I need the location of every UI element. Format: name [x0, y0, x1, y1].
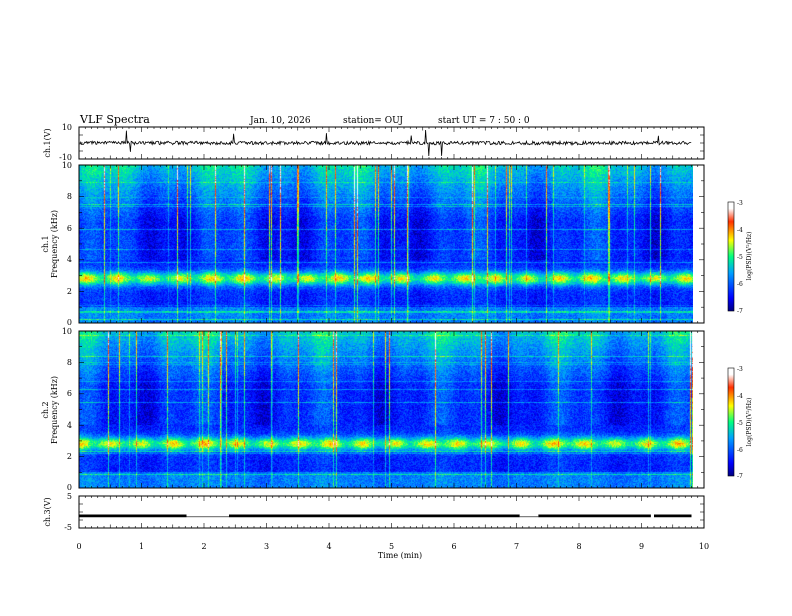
ch3-level-frame	[78, 495, 705, 529]
figure-title: VLF Spectra	[79, 113, 150, 126]
xtick-0: 0	[76, 542, 81, 551]
xtick-2: 2	[201, 542, 206, 551]
ch2-spectrogram-image	[79, 331, 693, 488]
x-axis-label: Time (min)	[378, 551, 422, 560]
ch1-cbar-tick-7: -7	[737, 308, 743, 315]
ch1-spec-ytick-10: 10	[62, 161, 72, 170]
ch3-level-segments	[79, 514, 692, 518]
ch1-waveform-ticks	[78, 126, 705, 160]
xtick-1: 1	[139, 542, 144, 551]
ch1-spectrogram-ticks	[78, 164, 705, 324]
ch2-spec-ytick-0: 0	[67, 483, 72, 492]
ch2-spec-ytick-8: 8	[67, 358, 72, 367]
ch1-spectrogram-image	[79, 165, 693, 323]
ch3-level-panel: 5 -5 ch.3(V) 0 1 2 3 4 5 6 7 8 9 10 Time…	[43, 492, 709, 560]
ch1-spec-ytick-4: 4	[67, 255, 72, 264]
ch2-spec-ytick-6: 6	[67, 389, 72, 398]
ch2-cbar-tick-4: -4	[737, 393, 743, 400]
ch2-spec-ylabel-channel: ch.2	[41, 401, 50, 418]
xtick-5: 5	[389, 542, 394, 551]
ch2-cbar-tick-7: -7	[737, 473, 743, 480]
ch3-level-ticks	[78, 495, 705, 529]
ch2-cbar-tick-6: -6	[737, 447, 743, 454]
ch1-ytick-top: 10	[62, 123, 72, 132]
ch1-spec-ytick-2: 2	[67, 287, 72, 296]
ch1-spec-ylabel-channel: ch.1	[41, 235, 50, 252]
ch1-spec-ytick-8: 8	[67, 192, 72, 201]
ch1-waveform-panel: 10 -10 ch.1(V)	[43, 123, 705, 162]
ch2-colorbar-label: log(PSD)(V²/Hz)	[746, 398, 753, 447]
xtick-8: 8	[576, 542, 581, 551]
ch3-ytick-top: 5	[67, 492, 72, 501]
ch1-spec-ylabel-frequency: Frequency (kHz)	[50, 210, 59, 278]
ch1-ytick-bottom: -10	[59, 153, 72, 162]
ch1-spec-ytick-6: 6	[67, 224, 72, 233]
ch2-cbar-tick-5: -5	[737, 420, 743, 427]
ch1-spectrogram-panel: 0 2 4 6 8 10 ch.1 Frequency (kHz) -3 -4 …	[41, 161, 753, 327]
ch2-spectrogram-ticks	[78, 330, 705, 489]
ch1-spec-ytick-0: 0	[67, 318, 72, 327]
ch2-colorbar	[727, 367, 735, 477]
ch2-cbar-tick-3: -3	[737, 366, 743, 373]
ch2-spec-ylabel-frequency: Frequency (kHz)	[50, 376, 59, 444]
ch2-spec-ytick-4: 4	[67, 421, 72, 430]
ch1-colorbar	[727, 201, 735, 312]
ch1-colorbar-label: log(PSD)(V²/Hz)	[746, 232, 753, 281]
xtick-6: 6	[451, 542, 456, 551]
ch2-spec-ytick-2: 2	[67, 452, 72, 461]
xtick-4: 4	[326, 542, 331, 551]
ch1-cbar-tick-6: -6	[737, 281, 743, 288]
start-time-label: start UT = 7 : 50 : 0	[438, 116, 530, 126]
xtick-7: 7	[514, 542, 519, 551]
ch3-ylabel: ch.3(V)	[43, 497, 52, 526]
ch1-cbar-tick-4: -4	[737, 227, 743, 234]
ch2-spec-ytick-10: 10	[62, 327, 72, 336]
date-label: Jan. 10, 2026	[249, 116, 311, 126]
station-label: station= OUJ	[343, 116, 403, 126]
ch1-cbar-tick-3: -3	[737, 200, 743, 207]
ch1-ylabel: ch.1(V)	[43, 128, 52, 157]
ch3-ytick-bottom: -5	[64, 523, 72, 532]
ch1-waveform-trace	[79, 129, 692, 157]
xtick-3: 3	[264, 542, 269, 551]
ch2-spectrogram-panel: 0 2 4 6 8 10 ch.2 Frequency (kHz) -3 -4 …	[41, 327, 753, 492]
xtick-9: 9	[639, 542, 644, 551]
ch1-cbar-tick-5: -5	[737, 254, 743, 261]
xtick-10: 10	[699, 542, 709, 551]
